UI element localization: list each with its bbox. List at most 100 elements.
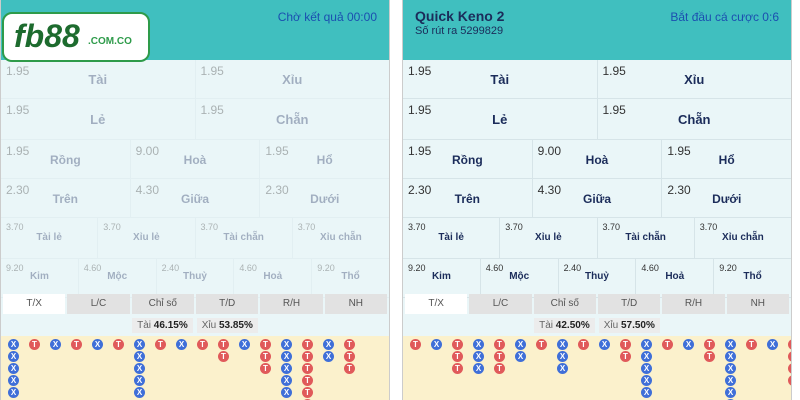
tab[interactable]: NH: [324, 294, 387, 314]
bead: X: [641, 351, 652, 362]
bet-label: Hoả: [263, 271, 283, 282]
bet-cell[interactable]: 9.20 Thổ: [714, 259, 791, 297]
bet-cell[interactable]: 3.70 Xỉu lẻ: [98, 218, 196, 258]
bet-cell[interactable]: 3.70 Tài lẻ: [403, 218, 501, 258]
bet-cell[interactable]: 9.20 Kim: [403, 259, 481, 297]
odds: 1.95: [408, 144, 432, 158]
bet-cell[interactable]: 4.60 Hoả: [636, 259, 715, 297]
odds: 4.30: [135, 183, 160, 197]
bet-cell[interactable]: 4.60 Mộc: [481, 259, 559, 297]
bead: T: [344, 339, 355, 350]
tab[interactable]: Chỉ số: [131, 294, 194, 314]
bead: T: [260, 363, 271, 374]
bet-cell[interactable]: 2.40 Thuỷ: [157, 259, 235, 297]
bet-label: Tài lẻ: [438, 232, 464, 243]
bet-cell[interactable]: 1.95 Lẻ: [403, 99, 598, 139]
bet-cell[interactable]: 1.95 Hổ: [662, 140, 791, 178]
game-panel: Chờ kết quả 00:00 1.95 Tài 1.95 Xỉu 1.95 Lẻ 1.9…: [0, 0, 390, 400]
bead: T: [578, 339, 589, 350]
tab[interactable]: L/C: [469, 294, 532, 314]
bet-cell[interactable]: 3.70 Tài chẵn: [598, 218, 695, 258]
bet-cell[interactable]: 2.30 Dưới: [260, 179, 389, 217]
bead: T: [71, 339, 82, 350]
bet-cell[interactable]: 2.30 Dưới: [662, 179, 791, 217]
bet-cell[interactable]: 1.95 Rồng: [1, 140, 131, 178]
bead: X: [281, 363, 292, 374]
bead: X: [725, 387, 736, 398]
bet-cell[interactable]: 4.30 Giữa: [131, 179, 261, 217]
tabs: T/X L/C Chỉ số T/D R/H NH: [1, 294, 389, 314]
bet-cell[interactable]: 9.20 Thổ: [312, 259, 389, 297]
bet-cell[interactable]: 1.95 Tài: [403, 60, 598, 98]
odds: 1.95: [6, 103, 30, 117]
bet-cell[interactable]: 2.40 Thuỷ: [559, 259, 637, 297]
odds: 2.30: [667, 183, 691, 197]
bead: T: [704, 351, 715, 362]
bet-cell[interactable]: 3.70 Xỉu chẵn: [695, 218, 791, 258]
bet-cell[interactable]: 1.95 Hổ: [260, 140, 389, 178]
bet-cell[interactable]: 1.95 Xỉu: [196, 60, 390, 98]
bead: X: [599, 339, 610, 350]
bead: X: [515, 351, 526, 362]
bead: X: [134, 363, 145, 374]
bet-label: Trên: [454, 192, 480, 206]
bead: X: [8, 363, 19, 374]
bead: X: [134, 375, 145, 386]
bet-cell[interactable]: 1.95 Lẻ: [1, 99, 196, 139]
bead: T: [452, 363, 463, 374]
tab[interactable]: R/H: [260, 294, 323, 314]
stat-label: Tài: [137, 320, 152, 331]
bet-cell[interactable]: 1.95 Rồng: [403, 140, 533, 178]
bet-cell[interactable]: 9.00 Hoà: [533, 140, 663, 178]
stat-label: Xỉu: [603, 320, 619, 331]
bet-cell[interactable]: 9.00 Hoà: [131, 140, 261, 178]
bet-cell[interactable]: 1.95 Chẵn: [598, 99, 792, 139]
bead: X: [473, 351, 484, 362]
tab[interactable]: T/D: [195, 294, 259, 314]
odds: 1.95: [408, 103, 432, 117]
bead: X: [8, 351, 19, 362]
bet-cell[interactable]: 3.70 Tài chẵn: [196, 218, 293, 258]
bet-cell[interactable]: 4.30 Giữa: [533, 179, 663, 217]
bet-cell[interactable]: 3.70 Xỉu lẻ: [500, 218, 598, 258]
odds: 3.70: [297, 222, 316, 232]
bet-label: Hoả: [665, 271, 685, 282]
stat: Tài 42.50%: [534, 318, 595, 333]
bead: T: [260, 351, 271, 362]
bet-cell[interactable]: 2.30 Trên: [1, 179, 131, 217]
odds: 1.95: [6, 64, 30, 78]
bet-cell[interactable]: 3.70 Tài lẻ: [1, 218, 99, 258]
stat-label: Tài: [539, 320, 554, 331]
bet-label: Thổ: [743, 271, 762, 282]
bet-cell[interactable]: 1.95 Tài: [1, 60, 196, 98]
game-title: Quick Keno 2: [415, 8, 505, 24]
tab[interactable]: T/X: [405, 294, 468, 314]
bet-cell[interactable]: 3.70 Xỉu chẵn: [293, 218, 389, 258]
bead: X: [50, 339, 61, 350]
odds: 4.30: [537, 183, 562, 197]
bet-label: Giữa: [180, 192, 210, 206]
bet-cell[interactable]: 4.60 Mộc: [79, 259, 157, 297]
status: Chờ kết quả 00:00: [277, 10, 377, 24]
bet-cell[interactable]: 1.95 Chẵn: [196, 99, 390, 139]
bet-label: Thuỷ: [585, 271, 609, 282]
bet-cell[interactable]: 2.30 Trên: [403, 179, 533, 217]
status: Bắt đầu cá cược 0:6: [670, 10, 779, 24]
bet-label: Xỉu: [282, 72, 303, 87]
bet-cell[interactable]: 1.95 Xỉu: [598, 60, 792, 98]
bet-cell[interactable]: 9.20 Kim: [1, 259, 79, 297]
bet-label: Giữa: [582, 192, 612, 206]
tab[interactable]: T/D: [597, 294, 661, 314]
tab[interactable]: T/X: [3, 294, 66, 314]
odds: 9.20: [6, 263, 24, 273]
odds: 2.40: [161, 263, 180, 273]
tab[interactable]: NH: [726, 294, 789, 314]
odds: 9.00: [537, 144, 562, 158]
bead: X: [239, 339, 250, 350]
tab[interactable]: R/H: [662, 294, 725, 314]
odds: 2.30: [6, 183, 30, 197]
tab[interactable]: L/C: [67, 294, 130, 314]
bet-cell[interactable]: 4.60 Hoả: [234, 259, 313, 297]
tab[interactable]: Chỉ số: [533, 294, 596, 314]
bead: X: [515, 339, 526, 350]
